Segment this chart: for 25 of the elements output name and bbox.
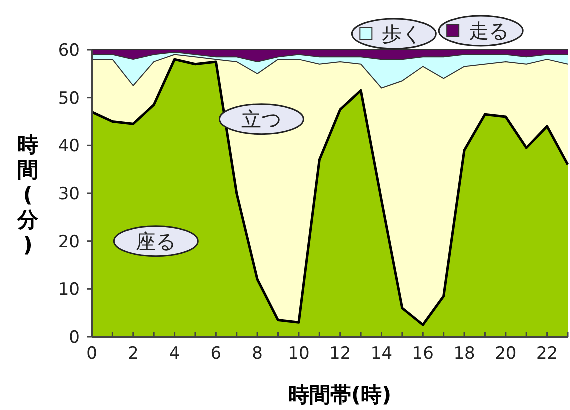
y-tick-label: 40 [58,136,80,157]
x-tick-label: 18 [454,344,476,364]
legend-label: 歩く [382,22,422,46]
x-tick-label: 16 [412,344,434,364]
y-axis-title: 時間(分) [16,133,40,257]
x-tick-label: 22 [536,344,558,364]
x-tick-label: 12 [330,344,352,364]
x-tick-label: 10 [288,344,310,364]
series-label: 立つ [242,107,282,132]
y-tick-label: 30 [58,184,80,204]
y-tick-label: 50 [58,88,80,109]
x-tick-label: 20 [495,344,517,364]
series-label: 座る [136,229,176,254]
y-tick-label: 20 [58,232,80,252]
x-tick-label: 0 [86,344,98,364]
x-tick-label: 4 [169,344,180,364]
x-axis-title: 時間帯(時) [288,383,392,407]
y-tick-label: 10 [58,280,80,300]
x-tick-label: 14 [370,344,393,364]
y-tick-label: 60 [58,41,80,61]
x-tick-label: 6 [210,344,222,364]
legend-label: 走る [469,19,510,43]
x-tick-label: 8 [252,344,263,364]
y-tick-label: 0 [69,328,80,348]
x-tick-label: 2 [128,344,139,364]
